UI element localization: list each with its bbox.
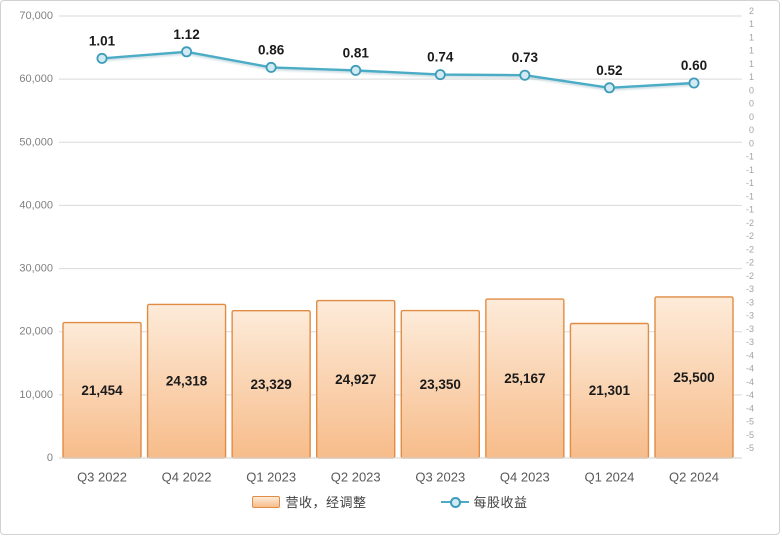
right-axis-tick-label: -2 xyxy=(746,271,754,281)
left-axis-tick-label: 40,000 xyxy=(19,199,53,211)
right-axis-tick-label: -4 xyxy=(746,350,754,360)
eps-line-marker-icon xyxy=(440,496,469,508)
left-axis-tick-label: 20,000 xyxy=(19,326,53,338)
category-label-q1-2023: Q1 2023 xyxy=(246,470,296,485)
right-axis-tick-label: 1 xyxy=(749,19,754,29)
revenue-data-label: 21,301 xyxy=(589,383,631,398)
legend-item-eps[interactable]: 每股收益 xyxy=(440,492,528,511)
eps-line xyxy=(100,50,696,90)
eps-marker-q1-2023[interactable] xyxy=(265,61,277,73)
y-axis-right: 2 1 1 1 1 1 0 0 0 0 0 -1 -1 -1 -1 -1 -2 -2 -2 -2 -2 -3 -3 -3 -3 -… xyxy=(746,6,754,453)
legend-label-eps: 每股收益 xyxy=(473,495,528,510)
right-axis-tick-label: 1 xyxy=(749,32,754,42)
eps-data-label: 0.73 xyxy=(512,50,539,65)
right-axis-tick-label: -5 xyxy=(746,443,754,453)
revenue-data-label: 23,350 xyxy=(420,377,461,392)
right-axis-tick-label: 1 xyxy=(749,59,754,69)
revenue-bar-swatch-icon xyxy=(252,495,281,508)
eps-data-label: 0.52 xyxy=(596,63,622,78)
right-axis-tick-label: -2 xyxy=(746,258,754,268)
right-axis-tick-label: -3 xyxy=(746,337,754,347)
category-label-q4-2023: Q4 2023 xyxy=(500,470,550,485)
right-axis-tick-label: -1 xyxy=(746,191,754,201)
eps-data-labels: 1.01 1.12 0.86 0.81 0.74 0.73 0.52 0.60 xyxy=(89,27,707,78)
left-axis-tick-label: 30,000 xyxy=(19,263,53,275)
right-axis-tick-label: -2 xyxy=(746,218,754,228)
revenue-data-label: 24,318 xyxy=(166,374,208,389)
right-axis-tick-label: 0 xyxy=(749,85,754,95)
revenue-bars xyxy=(62,296,734,459)
left-axis-tick-label: 70,000 xyxy=(19,10,53,22)
right-axis-tick-label: 0 xyxy=(749,112,754,122)
left-axis-tick-label: 10,000 xyxy=(19,389,53,401)
left-axis-tick-label: 60,000 xyxy=(19,73,53,85)
right-axis-tick-label: -3 xyxy=(746,297,754,307)
right-axis-tick-label: 1 xyxy=(749,72,754,82)
right-axis-tick-label: -5 xyxy=(746,430,754,440)
revenue-data-label: 25,167 xyxy=(504,371,545,386)
category-label-q1-2024: Q1 2024 xyxy=(584,470,634,485)
eps-data-label: 0.81 xyxy=(343,45,370,60)
legend-item-revenue[interactable]: 营收，经调整 xyxy=(252,492,366,511)
revenue-data-label: 23,329 xyxy=(250,377,291,392)
eps-data-label: 0.74 xyxy=(427,50,454,65)
eps-data-label: 1.12 xyxy=(173,27,199,42)
right-axis-tick-label: -4 xyxy=(746,364,754,374)
right-axis-tick-label: 0 xyxy=(749,99,754,109)
eps-marker-q3-2022[interactable] xyxy=(96,52,108,64)
revenue-data-label: 24,927 xyxy=(335,372,376,387)
right-axis-tick-label: -3 xyxy=(746,324,754,334)
right-axis-tick-label: 0 xyxy=(749,125,754,135)
y-axis-left: 70,000 60,000 50,000 40,000 30,000 20,000 10,0… xyxy=(19,10,53,464)
right-axis-tick-label: -2 xyxy=(746,231,754,241)
legend-label-revenue: 营收，经调整 xyxy=(285,495,367,510)
right-axis-tick-label: -1 xyxy=(746,165,754,175)
eps-marker-q2-2023[interactable] xyxy=(350,64,362,76)
right-axis-tick-label: -4 xyxy=(746,390,754,400)
combo-chart-canvas: 70,000 60,000 50,000 40,000 30,000 20,000 10,0… xyxy=(19,6,754,485)
eps-marker-q4-2023[interactable] xyxy=(519,69,531,81)
eps-marker-q2-2024[interactable] xyxy=(688,77,700,89)
eps-markers xyxy=(96,46,700,94)
right-axis-tick-label: -1 xyxy=(746,152,754,162)
eps-marker-q4-2022[interactable] xyxy=(181,46,193,58)
right-axis-tick-label: -3 xyxy=(746,284,754,294)
right-axis-tick-label: -1 xyxy=(746,205,754,215)
eps-marker-q3-2023[interactable] xyxy=(434,69,446,81)
eps-data-label: 1.01 xyxy=(89,33,116,48)
revenue-data-labels: 21,454 24,318 23,329 24,927 23,350 25,167 21,3… xyxy=(81,370,714,398)
left-axis-tick-label: 0 xyxy=(47,452,53,464)
category-label-q4-2022: Q4 2022 xyxy=(162,470,212,485)
right-axis-tick-label: -4 xyxy=(746,403,754,413)
revenue-data-label: 21,454 xyxy=(81,383,123,398)
right-axis-tick-label: -3 xyxy=(746,311,754,321)
category-label-q2-2023: Q2 2023 xyxy=(331,470,381,485)
right-axis-tick-label: -1 xyxy=(746,178,754,188)
right-axis-tick-label: -4 xyxy=(746,377,754,387)
right-axis-tick-label: -5 xyxy=(746,417,754,427)
category-label-q2-2024: Q2 2024 xyxy=(669,470,719,485)
right-axis-tick-label: 0 xyxy=(749,138,754,148)
left-axis-tick-label: 50,000 xyxy=(19,136,53,148)
category-label-q3-2022: Q3 2022 xyxy=(77,470,127,485)
chart-legend: 营收，经调整 每股收益 xyxy=(1,492,779,511)
right-axis-tick-label: 2 xyxy=(749,6,754,16)
eps-marker-q1-2024[interactable] xyxy=(603,82,615,94)
eps-data-label: 0.60 xyxy=(681,58,707,73)
category-label-q3-2023: Q3 2023 xyxy=(415,470,465,485)
eps-data-label: 0.86 xyxy=(258,42,285,57)
right-axis-tick-label: 1 xyxy=(749,46,754,56)
right-axis-tick-label: -2 xyxy=(746,244,754,254)
x-axis-labels: Q3 2022 Q4 2022 Q1 2023 Q2 2023 Q3 2023 Q4 20… xyxy=(77,470,719,485)
revenue-data-label: 25,500 xyxy=(673,370,714,385)
